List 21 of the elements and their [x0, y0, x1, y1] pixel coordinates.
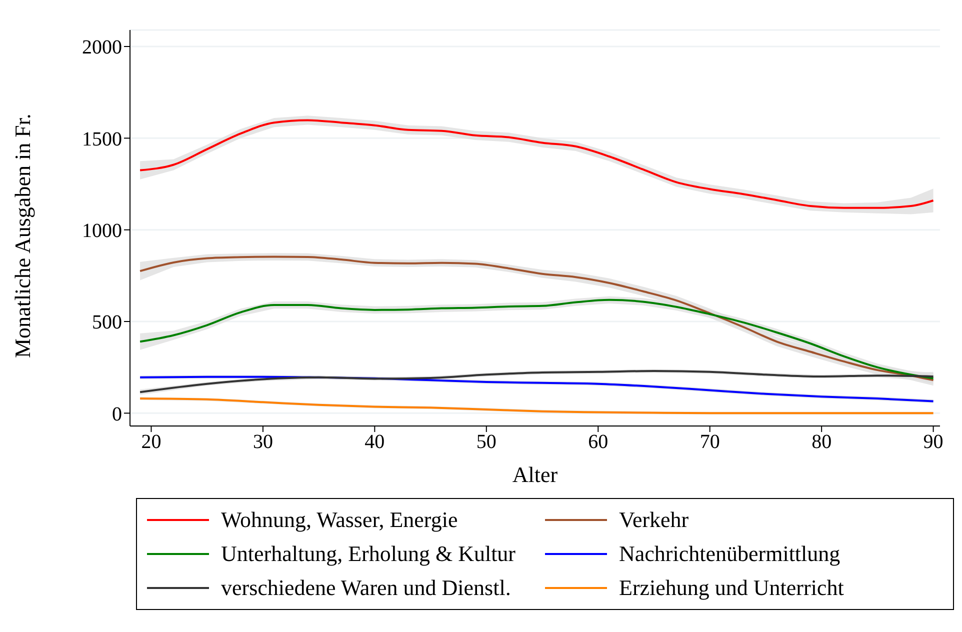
legend-label: Wohnung, Wasser, Energie [221, 507, 458, 533]
y-tick-label: 1500 [82, 128, 122, 150]
x-axis-title: Alter [512, 462, 558, 487]
x-tick-label: 40 [364, 431, 385, 454]
x-tick-label: 90 [923, 431, 944, 454]
x-tick-label: 20 [141, 431, 162, 454]
x-tick-label: 80 [812, 431, 832, 454]
legend-label: Verkehr [619, 507, 689, 533]
x-tick-label: 70 [700, 431, 720, 454]
y-tick-label: 0 [112, 403, 122, 426]
legend-label: Unterhaltung, Erholung & Kultur [221, 541, 516, 567]
x-tick-label: 60 [588, 431, 608, 454]
y-tick-label: 1000 [82, 220, 122, 242]
legend-label: Erziehung und Unterricht [619, 575, 844, 601]
y-tick-label: 500 [92, 312, 122, 334]
x-tick-label: 30 [252, 431, 273, 454]
legend-label: Nachrichtenübermittlung [619, 541, 840, 567]
legend-label: verschiedene Waren und Dienstl. [221, 575, 511, 601]
x-tick-label: 50 [476, 431, 496, 454]
y-tick-label: 2000 [82, 36, 122, 59]
y-axis-title: Monatliche Ausgaben in Fr. [10, 114, 35, 358]
